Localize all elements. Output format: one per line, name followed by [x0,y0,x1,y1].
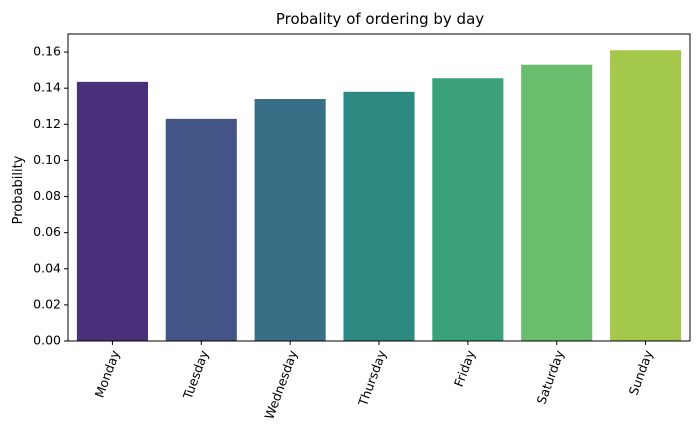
y-tick-label: 0.10 [33,152,61,167]
x-tick-label-thursday: Thursday [355,348,390,409]
x-tick-label-monday: Monday [92,348,123,400]
y-tick-label: 0.16 [33,44,61,59]
y-tick-label: 0.04 [33,260,61,275]
bar-thursday [343,91,415,341]
bar-saturday [521,64,593,341]
y-axis-title: Probability [11,155,26,224]
x-tick-label-sunday: Sunday [626,348,656,398]
y-tick-label: 0.06 [33,224,61,239]
bar-sunday [610,50,682,342]
bar-tuesday [165,118,237,342]
x-tick-label-friday: Friday [451,348,478,389]
bar-wednesday [254,99,326,341]
bars-group [76,50,682,342]
x-tick-label-tuesday: Tuesday [180,348,212,402]
y-tick-label: 0.08 [33,188,61,203]
bar-monday [76,81,148,341]
y-ticks-group: 0.00 0.02 0.04 0.06 0.08 0.10 0.12 0.14 0.16 [33,44,68,348]
x-tick-label-wednesday: Wednesday [261,348,300,422]
y-tick-label: 0.00 [33,333,61,348]
plot-frame [67,33,691,342]
y-tick-label: 0.14 [33,80,61,95]
y-tick-label: 0.12 [33,116,61,131]
x-ticks-group: Monday Tuesday Wednesday Thursday Friday Satu… [92,341,656,421]
y-tick-label: 0.02 [33,296,61,311]
chart-title: Probality of ordering by day [276,10,484,28]
bar-friday [432,78,504,342]
x-tick-label-saturday: Saturday [533,348,567,407]
